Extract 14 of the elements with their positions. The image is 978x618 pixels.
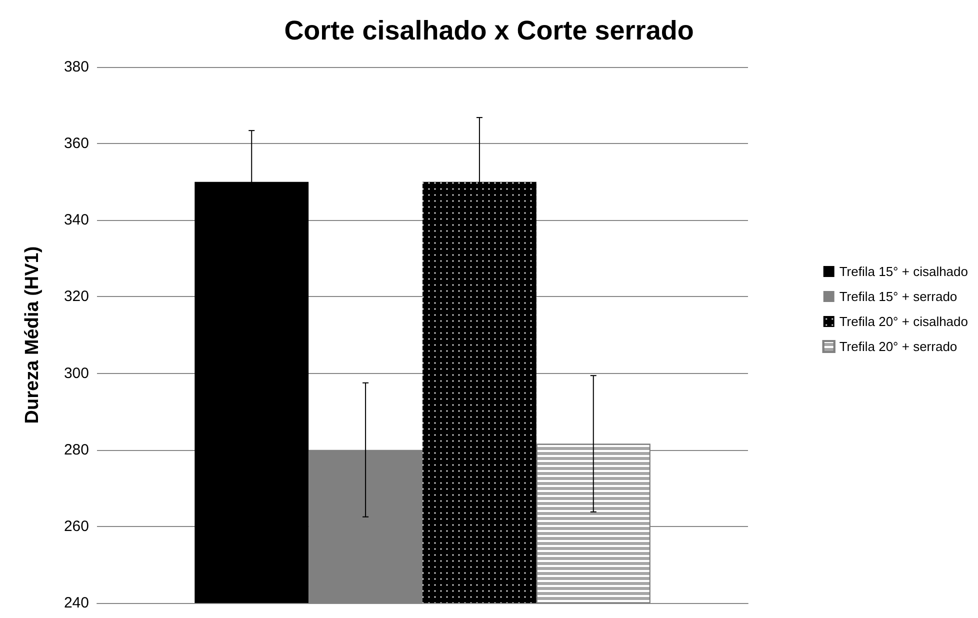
legend-label: Trefila 15° + serrado <box>839 289 958 304</box>
y-tick-label: 340 <box>64 212 89 229</box>
y-axis-title: Dureza Média (HV1) <box>22 246 43 424</box>
y-tick-label: 300 <box>64 364 89 382</box>
chart-title: Corte cisalhado x Corte serrado <box>284 16 694 46</box>
y-tick-label: 360 <box>64 135 89 152</box>
y-tick-label: 260 <box>64 518 89 535</box>
legend-label: Trefila 20° + cisalhado <box>839 314 968 329</box>
y-tick-label: 320 <box>64 288 89 306</box>
legend-label: Trefila 20° + serrado <box>839 339 958 354</box>
y-tick-label: 380 <box>64 58 89 76</box>
legend-label: Trefila 15° + cisalhado <box>839 264 968 279</box>
y-tick-label: 280 <box>64 441 89 458</box>
y-tick-label: 240 <box>64 594 89 612</box>
